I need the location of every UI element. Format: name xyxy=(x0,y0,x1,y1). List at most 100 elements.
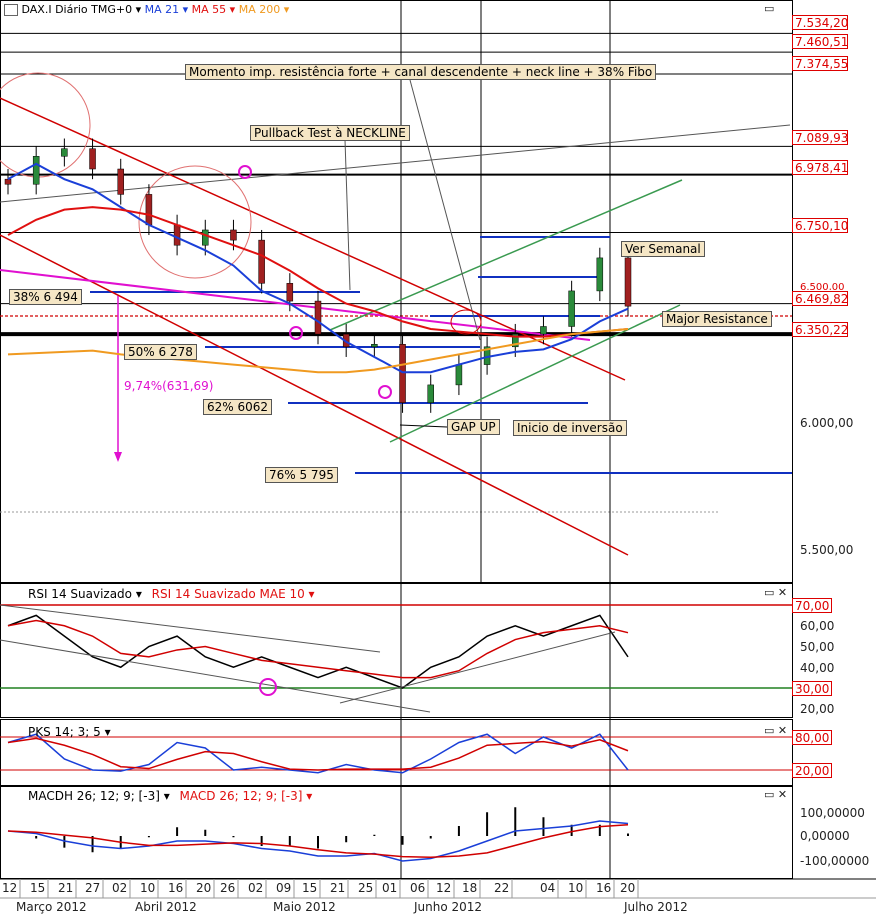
candle-body xyxy=(399,344,406,403)
rsi-title[interactable]: RSI 14 Suavizado ▾ RSI 14 Suavizado MAE … xyxy=(28,587,315,601)
candle-body xyxy=(286,283,294,302)
candle-body xyxy=(145,194,153,226)
magenta-circle-0 xyxy=(238,165,252,179)
candle-body xyxy=(230,229,237,241)
x-day-label: 15 xyxy=(30,881,46,895)
x-day-label: 20 xyxy=(196,881,212,895)
month-junho: Junho 2012 xyxy=(414,900,483,914)
ma55-label[interactable]: MA 55 xyxy=(191,3,227,16)
annotation-major-resistance: Major Resistance xyxy=(662,311,772,327)
fibo-76: 76% 5 795 xyxy=(265,467,338,483)
candle-body xyxy=(117,168,124,195)
circle-mid xyxy=(138,165,252,279)
candle-body xyxy=(4,178,12,185)
candle-body xyxy=(540,326,547,335)
candle-body xyxy=(89,148,96,170)
rsi-mae-label: RSI 14 Suavizado MAE 10 xyxy=(151,587,305,601)
x-day-label: 26 xyxy=(220,881,236,895)
pointer-2 xyxy=(344,139,351,291)
x-day-label: 21 xyxy=(330,881,346,895)
candle-body xyxy=(32,156,40,185)
x-day-label: 15 xyxy=(302,881,318,895)
macd-line xyxy=(7,820,629,862)
channel-red-upper xyxy=(0,97,626,381)
candle-body xyxy=(258,239,265,284)
price-tick-5500: 5.500,00 xyxy=(800,543,854,557)
ma200-label[interactable]: MA 200 xyxy=(238,3,281,16)
rsi-magenta-circle xyxy=(259,678,277,696)
macd-title[interactable]: MACDH 26; 12; 9; [-3] ▾ MACD 26; 12; 9; … xyxy=(28,789,313,803)
price-partial: 6.500,00 xyxy=(800,282,845,290)
fibo-62: 62% 6062 xyxy=(203,399,273,415)
price-box-7: 6.469,82 xyxy=(792,291,848,306)
x-day-label: 22 xyxy=(494,881,510,895)
x-day-label: 02 xyxy=(112,881,128,895)
channel-green-lower xyxy=(389,304,681,443)
rsi-trend-2 xyxy=(0,639,431,713)
x-day-label: 18 xyxy=(462,881,478,895)
macd-signal-line xyxy=(7,824,629,859)
rsi-label: RSI 14 Suavizado xyxy=(28,587,133,601)
symbol-header[interactable]: DAX.I Diário TMG+0 ▾ MA 21 ▾ MA 55 ▾ MA … xyxy=(4,3,289,16)
price-box-8: 6.350,22 xyxy=(792,322,848,337)
x-day-label: 16 xyxy=(596,881,612,895)
rsi-trend-3 xyxy=(339,631,616,704)
pks-d-line xyxy=(7,737,629,771)
pks-title[interactable]: PKS 14; 3; 5 ▾ xyxy=(28,725,111,739)
maximize-icon[interactable]: ▭ xyxy=(764,2,775,15)
rsi-tick-40: 40,00 xyxy=(800,661,835,675)
x-day-label: 21 xyxy=(58,881,74,895)
rsi-maximize-icon[interactable]: ▭ ✕ xyxy=(764,586,788,599)
pks-level-20: 20,00 xyxy=(792,763,832,778)
ma-line-0 xyxy=(7,162,629,374)
pointer-gap xyxy=(399,424,448,428)
macd-label: MACD 26; 12; 9; [-3] xyxy=(179,789,303,803)
candle-body xyxy=(314,300,322,335)
x-day-label: 20 xyxy=(620,881,636,895)
rsi-trend-1 xyxy=(0,604,381,653)
rsi-panel-frame xyxy=(0,583,793,718)
ma-line-1 xyxy=(7,206,629,338)
month-julho: Julho 2012 xyxy=(624,900,688,914)
month-marco: Março 2012 xyxy=(16,900,87,914)
month-abril: Abril 2012 xyxy=(135,900,197,914)
macd-maximize-icon[interactable]: ▭ ✕ xyxy=(764,788,788,801)
x-day-label: 25 xyxy=(358,881,374,895)
candle-body xyxy=(427,384,434,403)
pks-label: PKS 14; 3; 5 xyxy=(28,725,101,739)
circle-top-left xyxy=(0,72,91,178)
trend-grey xyxy=(0,124,791,203)
price-box-6: 6.750,10 xyxy=(792,218,848,233)
x-day-label: 12 xyxy=(2,881,18,895)
annotation-momento: Momento imp. resistência forte + canal d… xyxy=(185,64,657,80)
pks-k-line xyxy=(7,733,629,774)
x-day-label: 02 xyxy=(248,881,264,895)
red-ellipse xyxy=(450,309,482,335)
macd-tick-neg100: -100,00000 xyxy=(800,854,870,868)
rsi-ma-line xyxy=(7,619,629,679)
x-day-label: 12 xyxy=(436,881,452,895)
price-tick-6000: 6.000,00 xyxy=(800,416,854,430)
price-box-4: 7.089,93 xyxy=(792,130,848,145)
ma21-label[interactable]: MA 21 xyxy=(144,3,180,16)
candle-body xyxy=(371,344,378,348)
rsi-tick-20: 20,00 xyxy=(800,702,835,716)
annotation-gap-up: GAP UP xyxy=(447,419,500,435)
price-box-5: 6.978,41 xyxy=(792,160,848,175)
candle-body xyxy=(624,257,632,307)
candle-body xyxy=(61,148,68,157)
x-day-label: 10 xyxy=(568,881,584,895)
price-box-1: 7.534,20 xyxy=(792,15,848,30)
magenta-circle-1 xyxy=(289,326,303,340)
rsi-tick-60: 60,00 xyxy=(800,619,835,633)
channel-red-lower xyxy=(0,234,629,556)
annotation-pullback: Pullback Test à NECKLINE xyxy=(250,125,410,141)
price-box-2: 7.460,51 xyxy=(792,34,848,49)
fibo-38: 38% 6 494 xyxy=(9,289,82,305)
candle-body xyxy=(568,290,575,327)
pks-maximize-icon[interactable]: ▭ ✕ xyxy=(764,724,788,737)
rsi-line xyxy=(7,614,629,689)
macd-tick-100: 100,00000 xyxy=(800,806,865,820)
